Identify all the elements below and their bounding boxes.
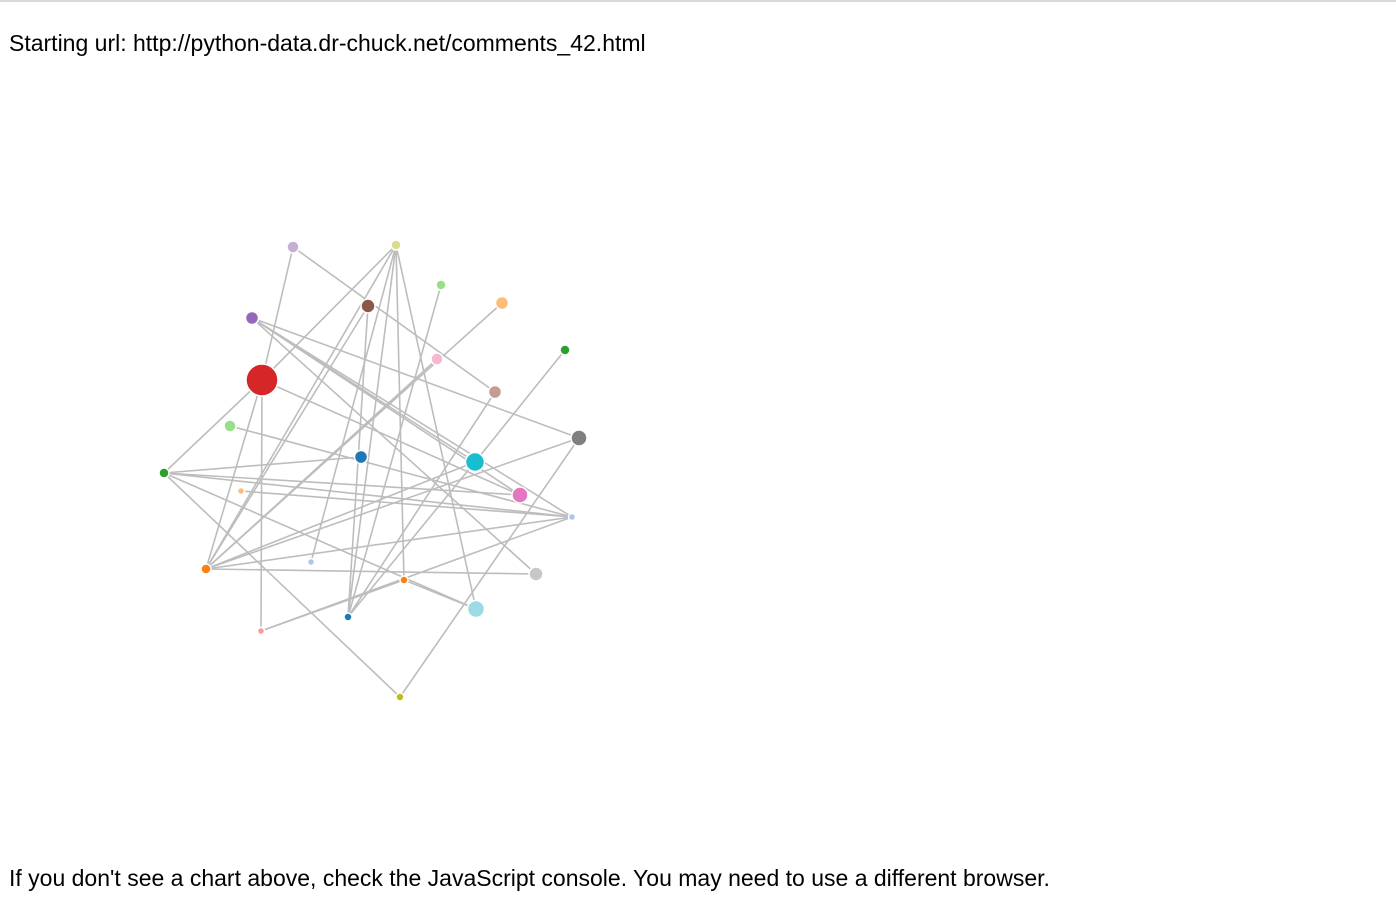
- graph-node-n7[interactable]: [430, 352, 444, 366]
- graph-link-n8-n16: [261, 379, 521, 496]
- graph-link-n6-n13: [474, 349, 566, 463]
- graph-node-n23[interactable]: [466, 599, 486, 619]
- graph-node-n20[interactable]: [528, 566, 544, 582]
- graph-node-n5[interactable]: [244, 310, 260, 326]
- graph-node-n13[interactable]: [464, 451, 486, 473]
- graph-node-n14[interactable]: [158, 467, 170, 479]
- graph-link-n0-n8: [261, 246, 294, 381]
- graph-link-n5-n19: [251, 317, 573, 518]
- graph-link-n8-n18: [205, 379, 263, 570]
- graph-node-n6[interactable]: [559, 344, 571, 356]
- graph-node-n19[interactable]: [567, 512, 577, 522]
- graph-node-n21[interactable]: [399, 575, 409, 585]
- graph-node-n25[interactable]: [395, 692, 405, 702]
- graph-link-n1-n8: [261, 244, 397, 381]
- graph-link-n1-n23: [395, 244, 477, 610]
- graph-node-n24[interactable]: [256, 626, 266, 636]
- graph-node-n12[interactable]: [353, 449, 369, 465]
- graph-link-n14-n12: [163, 456, 362, 474]
- starting-url-text: Starting url: http://python-data.dr-chuc…: [9, 30, 646, 56]
- graph-link-n25-n14: [163, 472, 401, 698]
- graph-link-n1-n18: [205, 244, 397, 570]
- graph-link-n24-n19: [260, 516, 573, 632]
- graph-link-n14-n23: [163, 472, 477, 610]
- graph-node-n2[interactable]: [435, 279, 447, 291]
- graph-node-n9[interactable]: [487, 384, 503, 400]
- graph-node-n11[interactable]: [570, 429, 588, 447]
- graph-node-n10[interactable]: [223, 419, 237, 433]
- graph-node-n3[interactable]: [494, 295, 510, 311]
- graph-link-n11-n25: [399, 437, 580, 698]
- graph-nodes[interactable]: [158, 239, 588, 702]
- graph-node-n4[interactable]: [360, 298, 376, 314]
- graph-link-n1-n17: [310, 244, 397, 563]
- graph-link-n15-n19: [240, 490, 573, 518]
- graph-link-n13-n18: [205, 461, 476, 570]
- graph-link-n7-n18: [205, 358, 438, 570]
- graph-link-n1-n21: [395, 244, 405, 581]
- graph-node-n16[interactable]: [511, 486, 529, 504]
- graph-node-n17[interactable]: [306, 557, 316, 567]
- graph-link-n0-n9: [292, 246, 496, 393]
- graph-link-n5-n20: [251, 317, 537, 575]
- graph-node-n18[interactable]: [200, 563, 212, 575]
- graph-node-n1[interactable]: [390, 239, 402, 251]
- graph-node-n22[interactable]: [343, 612, 353, 622]
- graph-link-n18-n19: [205, 516, 573, 570]
- graph-link-n8-n14: [163, 379, 263, 474]
- graph-link-n1-n22: [347, 244, 397, 618]
- graph-link-n2-n22: [347, 284, 442, 618]
- top-divider: [0, 0, 1396, 2]
- graph-link-n14-n19: [163, 472, 573, 518]
- footer-note: If you don't see a chart above, check th…: [9, 865, 1050, 891]
- graph-node-n8[interactable]: [245, 363, 279, 397]
- graph-link-n18-n20: [205, 568, 537, 575]
- graph-link-n21-n23: [403, 579, 477, 610]
- graph-links: [163, 244, 580, 698]
- graph-node-n0[interactable]: [286, 240, 300, 254]
- graph-link-n8-n24: [260, 379, 263, 632]
- graph-node-n15[interactable]: [236, 486, 246, 496]
- graph-link-n14-n16: [163, 472, 521, 496]
